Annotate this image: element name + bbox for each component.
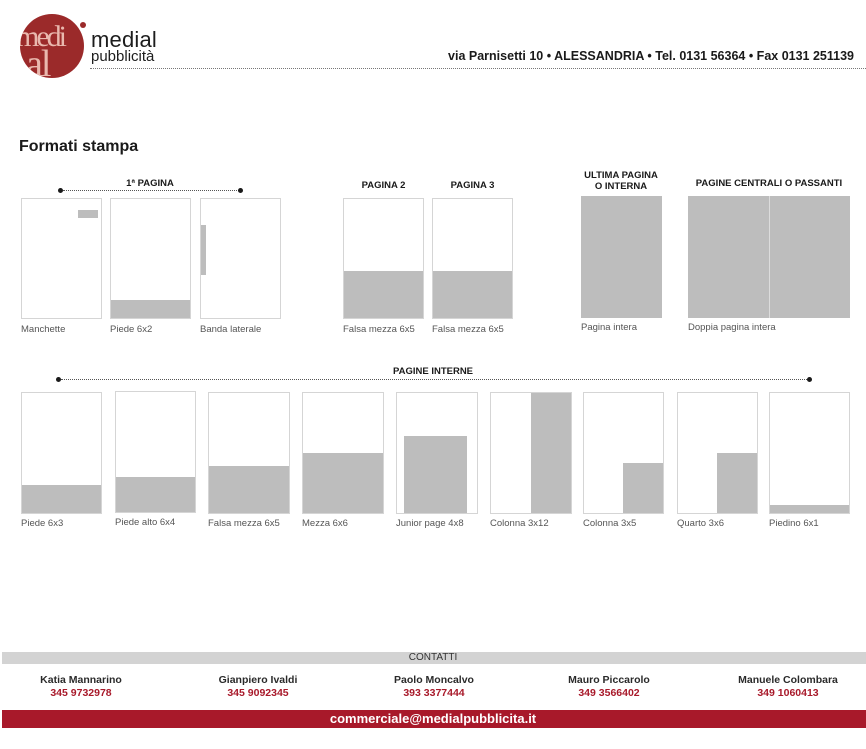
contact-phone[interactable]: 345 9732978 — [50, 687, 112, 699]
contacts-title: CONTATTI — [408, 652, 458, 663]
contact-card: Katia Mannarino 345 9732978 — [0, 674, 166, 700]
ad-area — [404, 436, 467, 513]
group-connector — [61, 379, 809, 380]
logo-letters-top: medi — [20, 20, 67, 53]
logo-dot — [80, 22, 86, 28]
format-caption: Pagina intera — [581, 322, 637, 333]
group-label-pagina-3: PAGINA 3 — [450, 180, 495, 191]
format-caption: Piede alto 6x4 — [115, 517, 176, 528]
group-label-line: ULTIMA PAGINA — [584, 170, 658, 181]
format-caption: Piede 6x2 — [110, 324, 153, 335]
ad-area — [717, 453, 757, 513]
ad-area — [111, 300, 190, 318]
contact-name: Manuele Colombara — [738, 674, 838, 686]
contact-card: Gianpiero Ivaldi 345 9092345 — [173, 674, 343, 700]
format-caption: Piedino 6x1 — [769, 518, 819, 529]
logo-mark: medi al — [20, 14, 84, 78]
connector-dot-start — [58, 188, 63, 193]
format-banda-laterale — [200, 198, 281, 319]
connector-dot-start — [56, 377, 61, 382]
page-title: Formati stampa — [19, 138, 139, 155]
contact-name: Katia Mannarino — [40, 674, 122, 686]
format-caption: Falsa mezza 6x5 — [208, 518, 280, 529]
format-falsa-mezza-6x5 — [208, 392, 290, 514]
group-label-pagine-interne: PAGINE INTERNE — [392, 366, 474, 377]
contact-phone[interactable]: 345 9092345 — [227, 687, 289, 699]
group-label-prima-pagina: 1ª PAGINA — [126, 178, 174, 189]
format-caption: Junior page 4x8 — [396, 518, 464, 529]
format-caption: Banda laterale — [200, 324, 262, 335]
format-piede-6x2 — [110, 198, 191, 319]
ad-area — [770, 505, 849, 513]
company-address: via Parnisetti 10 • ALESSANDRIA • Tel. 0… — [448, 49, 854, 63]
format-piede-6x3 — [21, 392, 102, 514]
format-junior-page-4x8 — [396, 392, 478, 514]
ad-area — [201, 225, 206, 275]
connector-dot-end — [238, 188, 243, 193]
format-falsa-mezza-pagina-2 — [343, 198, 424, 319]
logo-letters-bottom: al — [26, 43, 51, 78]
contact-phone[interactable]: 349 1060413 — [757, 687, 819, 699]
group-connector — [63, 190, 239, 191]
format-doppia-pagina-left — [688, 196, 769, 318]
format-caption: Colonna 3x12 — [490, 518, 549, 529]
format-mezza-6x6 — [302, 392, 384, 514]
group-label-pagine-centrali: PAGINE CENTRALI O PASSANTI — [695, 178, 843, 189]
contact-card: Paolo Moncalvo 393 3377444 — [349, 674, 519, 700]
spread-divider — [769, 196, 770, 318]
ad-area — [116, 477, 195, 512]
ad-area — [623, 463, 663, 513]
contact-name: Mauro Piccarolo — [568, 674, 650, 686]
contact-card: Manuele Colombara 349 1060413 — [703, 674, 866, 700]
format-caption: Manchette — [21, 324, 66, 335]
brand-subtitle: pubblicità — [91, 48, 155, 65]
format-falsa-mezza-pagina-3 — [432, 198, 513, 319]
ad-area — [209, 466, 289, 513]
format-manchette — [21, 198, 102, 319]
format-colonna-3x12 — [490, 392, 572, 514]
format-caption: Quarto 3x6 — [677, 518, 724, 529]
ad-area — [531, 393, 571, 513]
header-divider — [90, 68, 866, 69]
contact-email-link[interactable]: commerciale@medialpubblicita.it — [329, 711, 537, 726]
contact-phone[interactable]: 349 3566402 — [578, 687, 640, 699]
format-caption: Falsa mezza 6x5 — [343, 324, 415, 335]
format-piedino-6x1 — [769, 392, 850, 514]
ad-area — [344, 271, 423, 318]
connector-dot-end — [807, 377, 812, 382]
format-pagina-intera — [581, 196, 662, 318]
contact-phone[interactable]: 393 3377444 — [403, 687, 465, 699]
format-doppia-pagina-right — [770, 196, 850, 318]
group-label-line: O INTERNA — [594, 181, 648, 192]
ad-area — [78, 210, 98, 218]
format-piede-alto-6x4 — [115, 391, 196, 513]
ad-area — [433, 271, 512, 318]
format-colonna-3x5 — [583, 392, 664, 514]
ad-area — [303, 453, 383, 513]
email-bar — [2, 710, 866, 728]
format-caption: Colonna 3x5 — [583, 518, 637, 529]
contact-name: Paolo Moncalvo — [394, 674, 474, 686]
format-quarto-3x6 — [677, 392, 758, 514]
brand-name: medial — [91, 27, 158, 52]
format-caption: Falsa mezza 6x5 — [432, 324, 504, 335]
contacts-bar — [2, 652, 866, 664]
contact-card: Mauro Piccarolo 349 3566402 — [524, 674, 694, 700]
group-label-ultima-pagina: ULTIMA PAGINA O INTERNA — [571, 170, 671, 192]
group-label-pagina-2: PAGINA 2 — [361, 180, 406, 191]
format-caption: Doppia pagina intera — [688, 322, 776, 333]
format-caption: Mezza 6x6 — [302, 518, 348, 529]
contact-name: Gianpiero Ivaldi — [218, 674, 298, 686]
format-caption: Piede 6x3 — [21, 518, 64, 529]
ad-area — [22, 485, 101, 513]
